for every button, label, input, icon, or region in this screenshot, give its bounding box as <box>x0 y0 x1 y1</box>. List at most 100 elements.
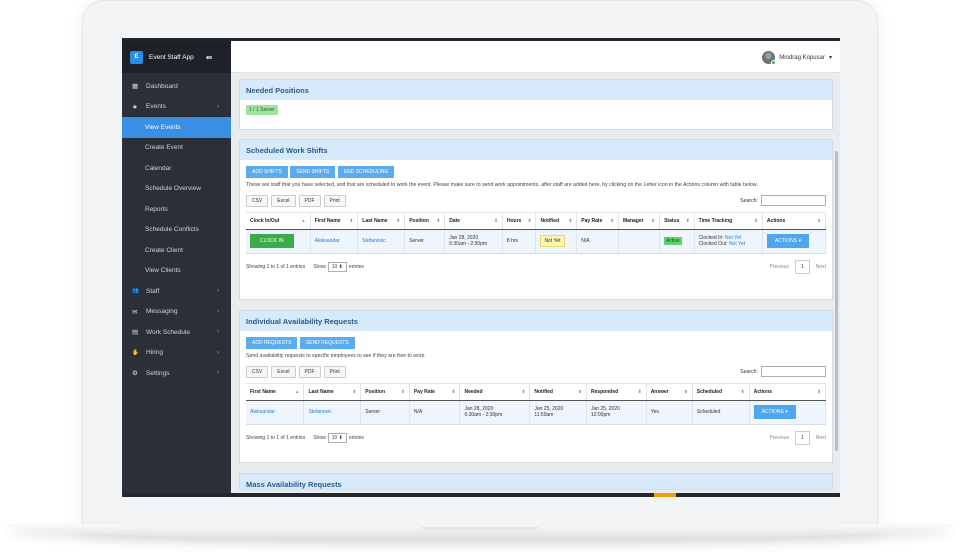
chevron-right-icon: › <box>217 370 219 377</box>
chevron-right-icon: › <box>217 329 219 336</box>
sidebar-item-reports[interactable]: Reports <box>122 199 231 220</box>
column-header[interactable]: Actions ⬍ <box>762 211 827 230</box>
first-name-link[interactable]: Aleksandar <box>314 238 340 245</box>
clock-in-button[interactable]: CLOCK IN <box>250 234 294 249</box>
next-button[interactable]: Next <box>815 263 826 270</box>
next-button[interactable]: Next <box>815 434 826 441</box>
column-header[interactable]: Last Name ⬍ <box>357 211 406 230</box>
page-1-button[interactable]: 1 <box>794 430 810 445</box>
send-requests-button[interactable]: SEND REQUESTS <box>299 337 355 349</box>
clocked-in-link[interactable]: Not Yet <box>725 235 742 242</box>
column-header[interactable]: Clock In/Out ▲ <box>246 211 311 230</box>
pagination: Previous 1 Next <box>769 259 826 274</box>
excel-button[interactable]: Excel <box>271 194 296 207</box>
panel-title: Mass Availability Requests <box>240 474 832 489</box>
end-scheduling-button[interactable]: END SCHEDULING <box>337 166 395 178</box>
sidebar-item-schedule-overview[interactable]: Schedule Overview <box>122 179 231 200</box>
table-footer: Showing 1 to 1 of 1 entries Show 10 ⬍ en… <box>246 259 826 274</box>
excel-button[interactable]: Excel <box>271 365 296 378</box>
print-button[interactable]: Print <box>323 194 346 207</box>
actions-dropdown-button[interactable]: ACTIONS ▾ <box>766 234 810 249</box>
entries-label: entries <box>348 434 364 441</box>
sidebar-item-messaging[interactable]: ✉ Messaging › <box>122 302 231 323</box>
sidebar-item-hiring[interactable]: ✋ Hiring › <box>122 343 231 364</box>
send-shifts-button[interactable]: SEND SHIFTS <box>290 166 336 178</box>
print-button[interactable]: Print <box>323 365 346 378</box>
search-label: Search: <box>740 368 758 375</box>
pdf-button[interactable]: PDF <box>298 194 321 207</box>
column-header[interactable]: Actions ⬍ <box>749 382 827 401</box>
sidebar-item-label: View Clients <box>145 267 181 275</box>
csv-button[interactable]: CSV <box>246 194 269 207</box>
sidebar-item-label: Schedule Overview <box>145 185 201 193</box>
column-header[interactable]: Needed ⬍ <box>459 382 531 401</box>
panel-title: Scheduled Work Shifts <box>240 140 832 160</box>
add-requests-button[interactable]: ADD REQUESTS <box>246 337 298 349</box>
manager-cell <box>618 229 661 254</box>
sidebar-item-create-client[interactable]: Create Client <box>122 240 231 261</box>
search-input[interactable] <box>761 195 826 207</box>
table-row: Aleksandar Stefanovic Server N/A Jan 28,… <box>246 400 827 425</box>
column-header[interactable]: Hours ⬍ <box>502 211 537 230</box>
hand-icon: ✋ <box>132 349 139 356</box>
column-header[interactable]: Notified ⬍ <box>529 382 587 401</box>
sidebar-item-staff[interactable]: 👥 Staff › <box>122 281 231 302</box>
column-header[interactable]: Status ⬍ <box>659 211 695 230</box>
scrollbar[interactable] <box>835 151 838 451</box>
date-cell: Jan 28, 2020 6:30am - 2:30pm <box>444 229 503 254</box>
column-header[interactable]: Manager ⬍ <box>618 211 661 230</box>
column-header[interactable]: Pay Rate ⬍ <box>576 211 620 230</box>
sidebar-item-settings[interactable]: ⚙ Settings › <box>122 363 231 384</box>
sidebar-item-work-schedule[interactable]: ▤ Work Schedule › <box>122 322 231 343</box>
column-header[interactable]: First Name ⬍ <box>310 211 359 230</box>
search-input[interactable] <box>761 366 826 378</box>
csv-button[interactable]: CSV <box>246 365 269 378</box>
sidebar-item-calendar[interactable]: Calendar <box>122 158 231 179</box>
clocked-out-link[interactable]: Not Yet <box>728 241 746 248</box>
sidebar-item-view-clients[interactable]: View Clients <box>122 261 231 282</box>
entries-select[interactable]: 10 ⬍ <box>327 261 347 272</box>
sidebar-item-events[interactable]: ★ Events › <box>122 97 231 118</box>
sidebar-item-view-events[interactable]: View Events <box>122 117 231 138</box>
column-header[interactable]: Answer ⬍ <box>646 382 693 401</box>
availability-requests-panel: Individual Availability Requests ADD REQ… <box>239 310 833 463</box>
notified-cell: Jan 25, 2020 11:59am <box>529 400 587 425</box>
column-header[interactable]: Position ⬍ <box>360 382 410 401</box>
last-name-link[interactable]: Stefanovic <box>308 409 332 416</box>
sidebar-item-label: Settings <box>146 369 170 377</box>
last-name-link[interactable]: Stefanovic <box>362 238 386 245</box>
column-header[interactable]: First Name ▲ <box>246 382 305 401</box>
shifts-table: Clock In/Out ▲ First Name ⬍ Last Name ⬍ Pos… <box>246 211 827 254</box>
column-header[interactable]: Last Name ⬍ <box>303 382 362 401</box>
sidebar-item-schedule-conflicts[interactable]: Schedule Conflicts <box>122 220 231 241</box>
entries-select[interactable]: 10 ⬍ <box>327 432 347 443</box>
add-shifts-button[interactable]: ADD SHIFTS <box>246 166 288 178</box>
export-tools: CSV Excel PDF Print Search: <box>246 365 826 379</box>
sidebar-item-label: Work Schedule <box>146 328 190 336</box>
brand-logo: E <box>130 50 143 64</box>
table-footer: Showing 1 to 1 of 1 entries Show 10 ⬍ en… <box>246 430 826 445</box>
requests-table: First Name ▲ Last Name ⬍ Position ⬍ Pay Rat… <box>246 382 827 425</box>
user-menu[interactable]: Miodrag Kopusar ▾ <box>762 51 832 65</box>
sidebar-item-create-event[interactable]: Create Event <box>122 138 231 159</box>
shifts-description: These are staff that you have selected, … <box>246 182 758 188</box>
page-1-button[interactable]: 1 <box>794 259 810 274</box>
sidebar-item-label: Reports <box>145 205 168 213</box>
column-header[interactable]: Time Tracking ⬍ <box>694 211 763 230</box>
show-label: Show <box>313 434 326 441</box>
actions-dropdown-button[interactable]: ACTIONS ▾ <box>753 405 796 420</box>
table-header-row: First Name ▲ Last Name ⬍ Position ⬍ Pay Rat… <box>246 382 827 401</box>
pdf-button[interactable]: PDF <box>298 365 321 378</box>
previous-button[interactable]: Previous <box>769 434 789 441</box>
previous-button[interactable]: Previous <box>769 263 789 270</box>
column-header[interactable]: Date ⬍ <box>444 211 503 230</box>
column-header[interactable]: Position ⬍ <box>404 211 446 230</box>
first-name-link[interactable]: Aleksandar <box>250 409 276 416</box>
collapse-icon[interactable]: ⇚ <box>205 52 213 62</box>
sidebar-item-dashboard[interactable]: ▦ Dashboard <box>122 76 231 97</box>
column-header[interactable]: Responded ⬍ <box>586 382 647 401</box>
shift-buttons: ADD SHIFTS SEND SHIFTS END SCHEDULING <box>246 166 826 178</box>
column-header[interactable]: Pay Rate ⬍ <box>409 382 461 401</box>
column-header[interactable]: Scheduled ⬍ <box>692 382 750 401</box>
column-header[interactable]: Notified ⬍ <box>535 211 578 230</box>
